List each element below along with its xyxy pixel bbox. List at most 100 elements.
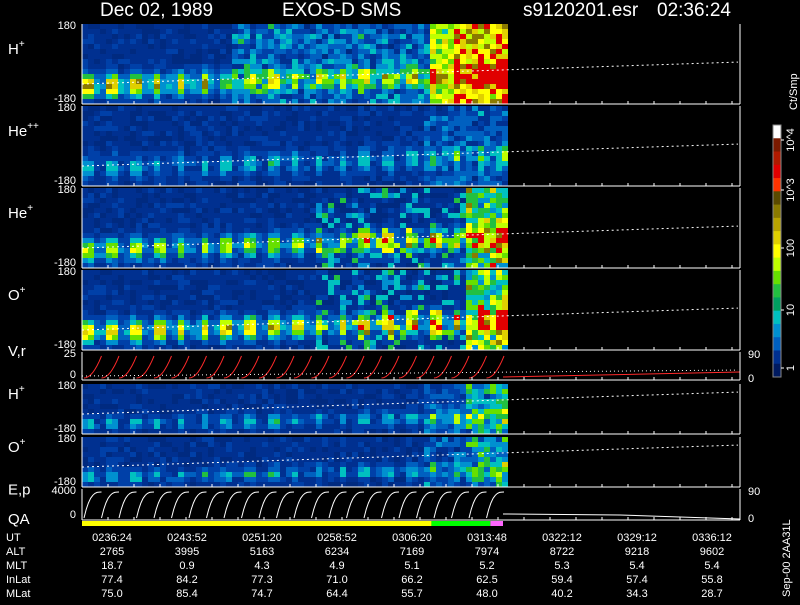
heat-cell: [160, 340, 166, 345]
heat-cell: [136, 146, 142, 151]
heat-cell: [424, 94, 430, 99]
heat-cell: [244, 305, 250, 310]
heat-cell: [124, 126, 130, 131]
heat-cell: [478, 320, 484, 325]
heat-cell: [358, 193, 364, 198]
heat-cell: [502, 49, 508, 54]
heat-cell: [82, 325, 88, 330]
heat-cell: [496, 161, 502, 166]
heat-cell: [364, 131, 370, 136]
heat-cell: [376, 253, 382, 258]
rtick-bottom: 0: [748, 373, 754, 385]
heat-cell: [364, 121, 370, 126]
heat-cell: [154, 99, 160, 104]
heat-cell: [196, 99, 202, 104]
heat-cell: [310, 248, 316, 253]
heat-cell: [166, 74, 172, 79]
heat-cell: [358, 44, 364, 49]
heat-cell: [292, 176, 298, 181]
heat-cell: [496, 89, 502, 94]
heat-cell: [256, 188, 262, 193]
heat-cell: [202, 320, 208, 325]
heat-cell: [184, 208, 190, 213]
heat-cell: [316, 290, 322, 295]
heat-cell: [166, 161, 172, 166]
heat-cell: [376, 29, 382, 34]
heat-cell: [190, 310, 196, 315]
heat-cell: [418, 280, 424, 285]
heat-cell: [442, 285, 448, 290]
heat-cell: [484, 335, 490, 340]
heat-cell: [154, 248, 160, 253]
heat-cell: [202, 248, 208, 253]
heat-cell: [286, 188, 292, 193]
heat-cell: [418, 263, 424, 268]
heat-cell: [226, 335, 232, 340]
heat-cell: [292, 136, 298, 141]
heat-cell: [172, 74, 178, 79]
heat-cell: [352, 126, 358, 131]
heat-cell: [286, 213, 292, 218]
heat-cell: [328, 79, 334, 84]
heat-cell: [466, 44, 472, 49]
heat-cell: [394, 213, 400, 218]
heat-cell: [304, 131, 310, 136]
heat-cell: [154, 131, 160, 136]
heat-cell: [274, 111, 280, 116]
heat-cell: [274, 121, 280, 126]
heat-cell: [184, 263, 190, 268]
heat-cell: [382, 131, 388, 136]
heat-cell: [418, 330, 424, 335]
heat-cell: [232, 176, 238, 181]
heat-cell: [406, 320, 412, 325]
heat-cell: [226, 280, 232, 285]
heat-cell: [460, 99, 466, 104]
heat-cell: [112, 419, 118, 424]
heat-cell: [376, 228, 382, 233]
heat-cell: [298, 49, 304, 54]
heat-cell: [100, 389, 106, 394]
heat-cell: [106, 193, 112, 198]
heat-cell: [484, 74, 490, 79]
heat-cell: [112, 171, 118, 176]
heat-cell: [106, 389, 112, 394]
heat-cell: [142, 193, 148, 198]
heat-cell: [310, 79, 316, 84]
heat-cell: [88, 300, 94, 305]
heat-cell: [196, 54, 202, 59]
heat-cell: [148, 300, 154, 305]
heat-cell: [286, 203, 292, 208]
heat-cell: [94, 69, 100, 74]
heat-cell: [124, 243, 130, 248]
heat-cell: [130, 325, 136, 330]
heat-cell: [430, 54, 436, 59]
heat-cell: [100, 203, 106, 208]
heat-cell: [202, 404, 208, 409]
heat-cell: [262, 233, 268, 238]
heat-cell: [148, 171, 154, 176]
heat-cell: [388, 89, 394, 94]
heat-cell: [328, 280, 334, 285]
heat-cell: [136, 188, 142, 193]
heat-cell: [262, 263, 268, 268]
heat-cell: [292, 126, 298, 131]
heat-cell: [388, 188, 394, 193]
heat-cell: [250, 263, 256, 268]
heat-cell: [424, 29, 430, 34]
heat-cell: [502, 74, 508, 79]
heat-cell: [286, 106, 292, 111]
heat-cell: [190, 275, 196, 280]
heat-cell: [124, 151, 130, 156]
heat-cell: [130, 218, 136, 223]
heat-cell: [376, 106, 382, 111]
heat-cell: [316, 24, 322, 29]
heat-cell: [148, 320, 154, 325]
heat-cell: [328, 156, 334, 161]
heat-cell: [232, 325, 238, 330]
velocity-trace: [347, 356, 365, 378]
heat-cell: [160, 228, 166, 233]
heat-cell: [82, 188, 88, 193]
heat-cell: [454, 188, 460, 193]
heat-cell: [316, 280, 322, 285]
heat-cell: [316, 29, 322, 34]
